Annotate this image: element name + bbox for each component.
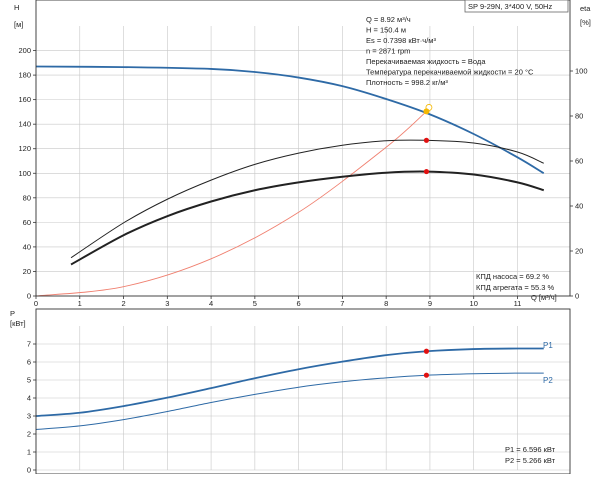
y-tick-label: 160 — [18, 95, 31, 104]
pump-title-box — [464, 0, 569, 13]
info-line: P1 = 6.596 кВт — [505, 445, 556, 454]
x-tick-label: 11 — [514, 299, 522, 308]
power-p2-curve — [35, 372, 544, 430]
y-tick-label: 0 — [27, 292, 31, 301]
efficiency-info: КПД насоса = 69.2 % КПД агрегата = 55.3 … — [476, 272, 554, 292]
power-tick-label: 3 — [27, 412, 31, 421]
y-tick-label: 40 — [23, 242, 31, 251]
system-curve — [35, 111, 427, 297]
y2-tick-label: 80 — [575, 112, 583, 121]
tick-layer: 0 1 2 3 4 5 6 7 8 9 10 1102040608010012014016018020… — [18, 46, 587, 474]
power-p1-curve — [35, 347, 544, 417]
x-tick-label: 2 — [121, 299, 125, 308]
info-line: Температура перекачиваемой жидкости = 20… — [366, 68, 534, 77]
power-tick-label: 1 — [27, 448, 31, 457]
y-tick-label: 60 — [23, 218, 31, 227]
power-duty-point — [423, 348, 430, 354]
x-tick-label: 10 — [470, 299, 478, 308]
pump-title: SP 9-29N, 3*400 V, 50Hz — [468, 2, 552, 11]
power-duty-point — [423, 372, 430, 378]
power-tick-label: 5 — [27, 376, 31, 385]
y2-tick-label: 100 — [575, 67, 588, 76]
head-curve — [35, 65, 545, 175]
power-tick-label: 0 — [27, 466, 31, 475]
info-line: Es = 0.7398 кВт·ч/м³ — [366, 36, 436, 45]
power-tick-label: 7 — [27, 340, 31, 349]
y-tick-label: 120 — [18, 144, 31, 153]
info-line: P2 = 5.266 кВт — [505, 456, 556, 465]
eta-axis-unit: [%] — [580, 18, 591, 27]
grid-layer — [35, 26, 570, 471]
flow-axis-label: Q [м³/ч] — [531, 293, 557, 302]
x-tick-label: 0 — [34, 299, 38, 308]
y-tick-label: 80 — [23, 193, 31, 202]
unit-efficiency-curve — [70, 170, 545, 266]
x-tick-label: 8 — [384, 299, 388, 308]
x-tick-label: 4 — [209, 299, 213, 308]
head-duty-point — [423, 108, 430, 115]
info-line: Перекачиваемая жидкость = Вода — [366, 57, 486, 66]
y-tick-label: 20 — [23, 267, 31, 276]
info-line: Плотность = 998.2 кг/м³ — [366, 78, 448, 87]
power-tick-label: 4 — [27, 394, 31, 403]
pump-efficiency-curve — [70, 139, 544, 259]
info-line: H = 150.4 м — [366, 26, 406, 35]
top-panel-frame — [35, 0, 571, 297]
x-tick-label: 3 — [165, 299, 169, 308]
y2-tick-label: 0 — [575, 292, 579, 301]
info-line: КПД агрегата = 55.3 % — [476, 283, 554, 292]
head-axis-label: H — [14, 3, 19, 12]
series-layer — [35, 65, 545, 430]
operating-point-info: Q = 8.92 м³/ч H = 150.4 м Es = 0.7398 кВ… — [366, 15, 534, 87]
head-axis-unit: [м] — [14, 20, 23, 29]
y-tick-label: 140 — [18, 120, 31, 129]
y2-tick-label: 60 — [575, 157, 583, 166]
bottom-panel-frame — [35, 308, 571, 475]
series-label-p1: P1 — [543, 341, 553, 350]
power-info: P1 = 6.596 кВт P2 = 5.266 кВт — [505, 445, 556, 465]
info-line: КПД насоса = 69.2 % — [476, 272, 549, 281]
y2-tick-label: 20 — [575, 247, 583, 256]
efficiency-duty-point — [423, 137, 430, 143]
power-axis-unit: [кВт] — [10, 319, 26, 328]
x-tick-label: 5 — [253, 299, 257, 308]
power-tick-label: 2 — [27, 430, 31, 439]
efficiency-duty-point — [423, 168, 430, 175]
x-tick-label: 9 — [428, 299, 432, 308]
info-line: n = 2871 rpm — [366, 47, 410, 56]
power-tick-label: 6 — [27, 358, 31, 367]
info-line: Q = 8.92 м³/ч — [366, 15, 411, 24]
y-tick-label: 200 — [18, 46, 31, 55]
y-tick-label: 100 — [18, 169, 31, 178]
series-label-p2: P2 — [543, 376, 553, 385]
y2-tick-label: 40 — [575, 202, 583, 211]
power-axis-label: P — [10, 309, 15, 318]
x-tick-label: 6 — [297, 299, 301, 308]
x-tick-label: 1 — [78, 299, 82, 308]
eta-axis-label: eta — [580, 4, 591, 13]
y-tick-label: 180 — [18, 71, 31, 80]
x-tick-label: 7 — [340, 299, 344, 308]
